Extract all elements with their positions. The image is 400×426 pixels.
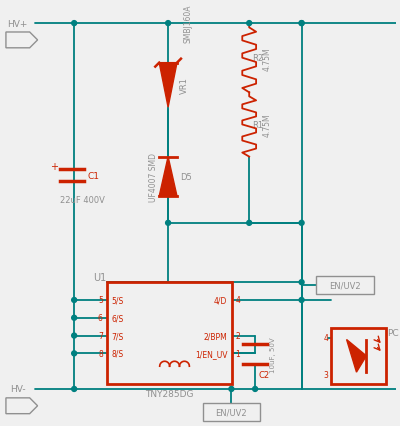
Circle shape: [72, 298, 77, 303]
Text: U1: U1: [94, 273, 107, 282]
Circle shape: [72, 333, 77, 338]
Circle shape: [299, 22, 304, 26]
Text: VR1: VR1: [180, 77, 189, 94]
Polygon shape: [159, 63, 177, 108]
Text: 4.75M: 4.75M: [263, 113, 272, 137]
Text: 22uF 400V: 22uF 400V: [60, 195, 105, 204]
Text: SMBJ160A: SMBJ160A: [183, 5, 192, 43]
Circle shape: [72, 386, 77, 391]
Circle shape: [299, 221, 304, 226]
Text: 7/S: 7/S: [112, 331, 124, 340]
Polygon shape: [316, 276, 374, 294]
Text: 10uF, 50V: 10uF, 50V: [270, 337, 276, 372]
Text: 6: 6: [98, 314, 103, 322]
Circle shape: [299, 280, 304, 285]
Text: EN/UV2: EN/UV2: [216, 407, 247, 416]
Text: 4.75M: 4.75M: [263, 47, 272, 70]
Text: 1/EN_UV: 1/EN_UV: [195, 349, 228, 358]
Text: 4: 4: [324, 333, 328, 342]
Polygon shape: [6, 33, 38, 49]
Circle shape: [253, 386, 258, 391]
Circle shape: [166, 221, 170, 226]
Polygon shape: [159, 157, 177, 197]
Text: 5: 5: [98, 296, 103, 305]
Text: HV-: HV-: [10, 385, 26, 394]
Text: C1: C1: [87, 171, 99, 181]
Text: 6/S: 6/S: [112, 314, 124, 322]
Text: 7: 7: [98, 331, 103, 340]
Circle shape: [299, 298, 304, 303]
Polygon shape: [203, 403, 260, 420]
Text: PC: PC: [388, 328, 399, 337]
Text: HV+: HV+: [8, 20, 28, 29]
Text: 1: 1: [235, 349, 240, 358]
Text: 4: 4: [235, 296, 240, 305]
Circle shape: [247, 221, 252, 226]
Text: C2: C2: [258, 370, 269, 379]
Text: R2: R2: [252, 54, 263, 63]
Text: 4/D: 4/D: [214, 296, 228, 305]
Text: 3: 3: [324, 370, 328, 379]
Circle shape: [72, 22, 77, 26]
Text: EN/UV2: EN/UV2: [329, 281, 361, 290]
Text: D5: D5: [180, 173, 192, 181]
Text: TNY285DG: TNY285DG: [145, 389, 194, 398]
Circle shape: [299, 22, 304, 26]
Circle shape: [229, 386, 234, 391]
Circle shape: [247, 22, 252, 26]
Text: R1: R1: [252, 121, 263, 130]
Polygon shape: [6, 398, 38, 414]
Circle shape: [72, 316, 77, 320]
Text: 8: 8: [98, 349, 103, 358]
Polygon shape: [107, 282, 232, 384]
Circle shape: [72, 351, 77, 356]
Text: 2: 2: [235, 331, 240, 340]
Text: UF4007 SMD: UF4007 SMD: [149, 153, 158, 201]
Polygon shape: [331, 328, 386, 384]
Text: 8/S: 8/S: [112, 349, 124, 358]
Text: +: +: [50, 162, 58, 172]
Polygon shape: [346, 340, 366, 372]
Text: 2/BPM: 2/BPM: [204, 331, 228, 340]
Circle shape: [166, 22, 170, 26]
Text: 5/S: 5/S: [112, 296, 124, 305]
